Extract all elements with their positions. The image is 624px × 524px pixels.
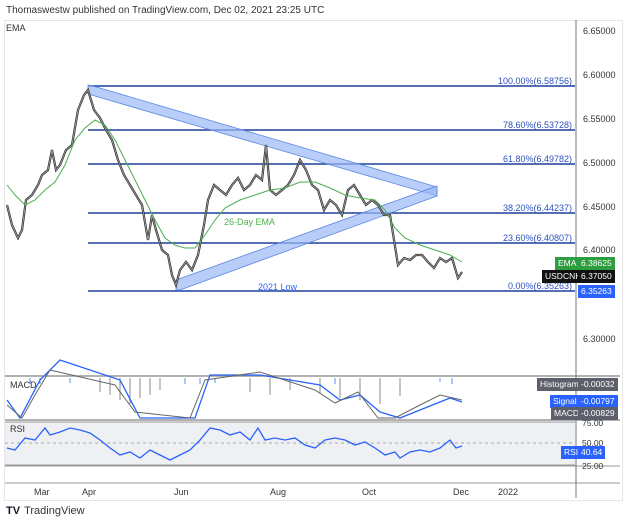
rsi-tick: 75.00 (582, 418, 604, 428)
price-tick: 6.60000 (583, 70, 616, 80)
histogram-tag-value: -0.00032 (578, 378, 618, 391)
macd-pane-label: MACD (10, 380, 37, 390)
symbol-tag-value: 6.37050 (578, 270, 615, 283)
rsi-tick: 50.00 (582, 438, 604, 448)
low-annotation: 2021 Low (258, 282, 298, 292)
price-tick: 6.30000 (583, 334, 616, 344)
time-tick: Oct (362, 487, 377, 497)
time-tick: Apr (82, 487, 97, 497)
rsi-tag-label: RSI (561, 446, 582, 459)
fib-label-618: 61.80%(6.49782) (502, 154, 572, 164)
fib-label-382: 38.20%(6.44237) (502, 203, 572, 213)
time-tick: Mar (34, 487, 50, 497)
fib-label-0: 0.00%(6.35263) (507, 281, 572, 291)
rsi-pane-label: RSI (10, 424, 26, 434)
ema-tag-label: EMA (555, 257, 580, 270)
brand-name: TradingView (24, 505, 85, 517)
time-tick: Dec (453, 487, 470, 497)
publish-info: Thomaswestw published on TradingView.com… (6, 5, 325, 16)
price-tick: 6.65000 (583, 26, 616, 36)
ema-indicator-label: EMA (6, 23, 26, 33)
macd-tag-label: MACD (551, 407, 583, 420)
fib-label-786: 78.60%(6.53728) (502, 120, 572, 130)
chart-frame (4, 20, 623, 501)
price-tick: 6.50000 (583, 158, 616, 168)
symbol-tag-label: USDCNH (542, 270, 585, 283)
tradingview-logo-icon: TV (6, 505, 21, 517)
footer: TV TradingView (6, 505, 85, 517)
fib-label-236: 23.60%(6.40807) (502, 233, 572, 243)
price-tick: 6.45000 (583, 202, 616, 212)
macd-tag-value: -0.00829 (578, 407, 618, 420)
price-tick: 6.40000 (583, 245, 616, 255)
time-tick: Aug (270, 487, 287, 497)
signal-tag-value: -0.00797 (578, 395, 618, 408)
rsi-tick: 25.00 (582, 461, 604, 471)
time-tick: Jun (174, 487, 189, 497)
rsi-tag-value: 40.64 (578, 446, 606, 459)
signal-tag-label: Signal (550, 395, 580, 408)
ema-tag-value: 6.38625 (578, 257, 615, 270)
low-tag-value: 6.35263 (578, 285, 615, 298)
price-tick: 6.55000 (583, 114, 616, 124)
ema-annotation: 26-Day EMA (224, 217, 276, 227)
histogram-tag-label: Histogram (537, 378, 582, 391)
fib-label-100: 100.00%(6.58756) (497, 76, 572, 86)
time-tick: 2022 (498, 487, 519, 497)
